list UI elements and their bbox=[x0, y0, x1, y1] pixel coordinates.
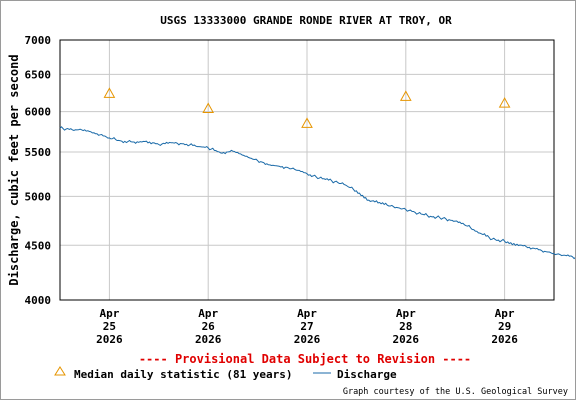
legend-median-label: Median daily statistic (81 years) bbox=[74, 368, 293, 381]
median-triangle-marker bbox=[498, 97, 511, 108]
plot-area bbox=[59, 39, 555, 301]
median-triangle-marker bbox=[399, 90, 412, 101]
median-triangle-marker bbox=[103, 87, 116, 98]
x-tick-label: Apr 26 2026 bbox=[195, 307, 222, 346]
discharge-line bbox=[59, 126, 575, 260]
legend-median-triangle-icon bbox=[54, 366, 66, 376]
x-tick-label: Apr 28 2026 bbox=[393, 307, 420, 346]
median-triangle-marker bbox=[202, 102, 215, 114]
discharge-series bbox=[59, 126, 575, 260]
y-tick-label: 4500 bbox=[25, 239, 52, 252]
chart-title: USGS 13333000 GRANDE RONDE RIVER AT TROY… bbox=[160, 14, 452, 27]
y-tick-label: 4000 bbox=[25, 294, 52, 307]
y-tick-label: 6000 bbox=[25, 106, 52, 119]
median-triangle-marker bbox=[301, 117, 313, 128]
gridlines bbox=[60, 39, 554, 301]
legend-discharge-label: Discharge bbox=[337, 368, 397, 381]
y-ticks: 4000 4500 5000 5500 6000 6500 7000 bbox=[25, 34, 52, 307]
y-tick-label: 5500 bbox=[25, 146, 52, 159]
y-tick-label: 6500 bbox=[25, 68, 52, 81]
y-tick-label: 7000 bbox=[25, 34, 52, 47]
median-markers bbox=[103, 87, 511, 128]
provisional-notice: ---- Provisional Data Subject to Revisio… bbox=[139, 352, 471, 366]
x-tick-label: Apr 27 2026 bbox=[294, 307, 321, 346]
x-ticks: Apr 25 2026 Apr 26 2026 Apr 27 2026 Apr 28 2026 Apr 2… bbox=[96, 307, 518, 346]
y-tick-label: 5000 bbox=[25, 190, 52, 203]
x-tick-label: Apr 29 2026 bbox=[491, 307, 518, 346]
y-axis-label: Discharge, cubic feet per second bbox=[7, 54, 21, 285]
legend: Median daily statistic (81 years) Discha… bbox=[54, 366, 397, 381]
x-tick-label: Apr 25 2026 bbox=[96, 307, 123, 346]
chart-credit: Graph courtesy of the U.S. Geological Su… bbox=[343, 387, 568, 397]
